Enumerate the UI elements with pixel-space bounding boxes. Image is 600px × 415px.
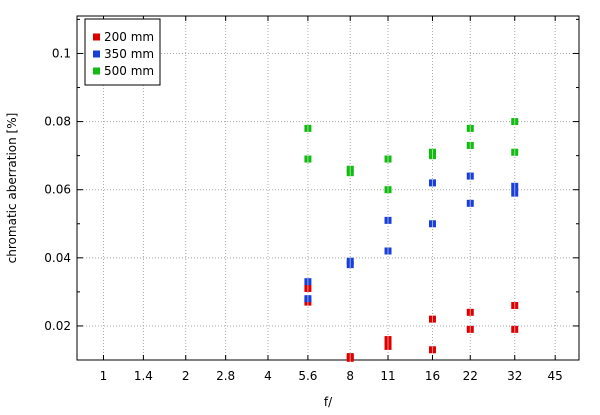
legend-label: 200 mm <box>104 30 154 44</box>
x-tick-label: 1 <box>100 369 108 383</box>
data-points <box>304 118 519 362</box>
y-axis-label: chromatic aberration [%] <box>5 113 19 264</box>
legend-marker <box>93 67 100 75</box>
y-tick-label: 0.1 <box>52 46 71 60</box>
ticks: 1 1.4 2 2.8 4 5.6 8 11 16 22 32 45 0.02 0.04 0.06 0.08 0… <box>44 16 579 383</box>
x-tick-label: 45 <box>548 369 563 383</box>
x-tick-label: 1.4 <box>134 369 153 383</box>
x-tick-label: 4 <box>264 369 272 383</box>
legend-label: 350 mm <box>104 47 154 61</box>
x-tick-label: 5.6 <box>298 369 317 383</box>
legend-label: 500 mm <box>104 64 154 78</box>
legend-marker <box>93 50 100 58</box>
x-tick-label: 8 <box>346 369 354 383</box>
x-tick-label: 2.8 <box>216 369 235 383</box>
legend: 200 mm 350 mm 500 mm <box>84 18 161 86</box>
y-tick-label: 0.08 <box>44 115 71 129</box>
y-tick-label: 0.02 <box>44 319 71 333</box>
x-tick-label: 16 <box>425 369 440 383</box>
plot-frame <box>76 15 580 361</box>
x-tick-label: 32 <box>507 369 522 383</box>
x-tick-label: 2 <box>182 369 190 383</box>
legend-marker <box>93 33 100 41</box>
x-tick-label: 22 <box>463 369 478 383</box>
x-tick-label: 11 <box>380 369 395 383</box>
plot-area <box>77 16 579 360</box>
y-tick-label: 0.06 <box>44 183 71 197</box>
x-axis-label: f/ <box>324 395 333 409</box>
y-tick-label: 0.04 <box>44 251 71 265</box>
